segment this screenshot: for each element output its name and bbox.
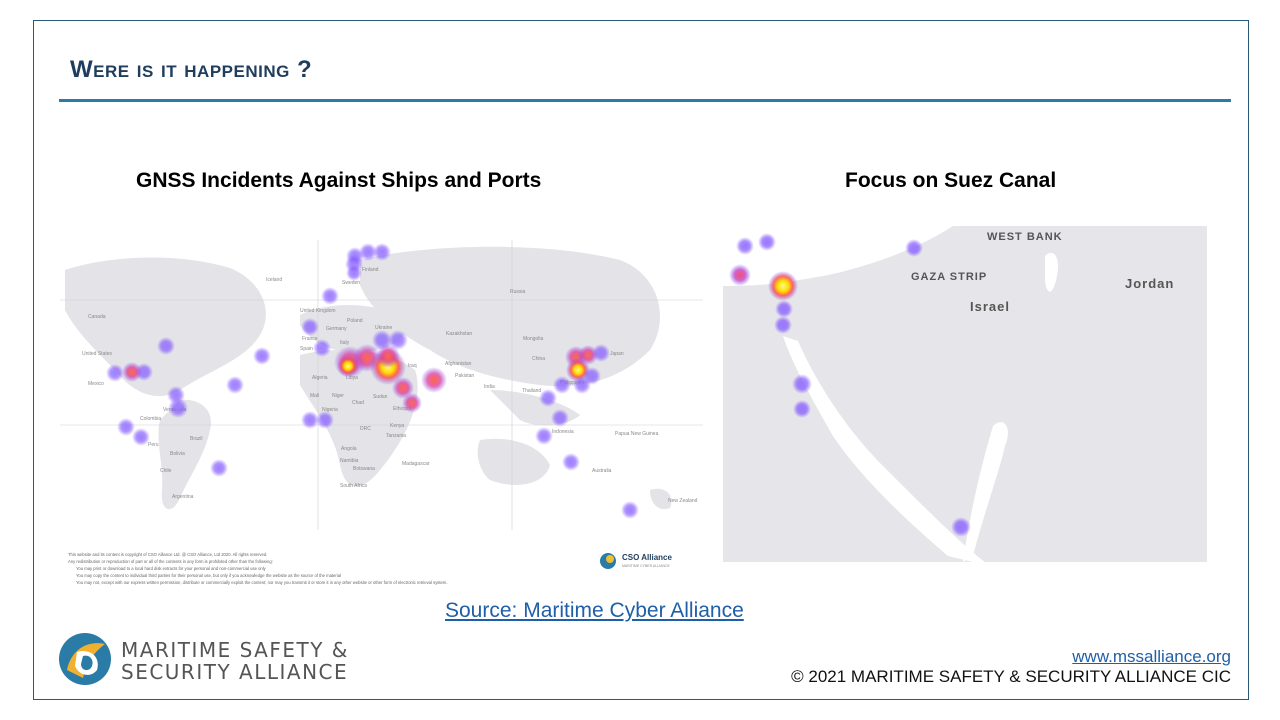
map-label: Australia [592, 468, 612, 474]
slide-title: Were is it happening ? [70, 56, 313, 83]
map-label: Ethiopia [393, 406, 411, 412]
map-label: Madagascar [402, 461, 430, 467]
map-label: Kenya [390, 423, 404, 429]
map-label: Argentina [172, 494, 194, 500]
world-map-heading: GNSS Incidents Against Ships and Ports [136, 169, 542, 192]
map-label: Philippines [560, 380, 585, 386]
map-label: Mongolia [523, 336, 544, 342]
graticule [60, 240, 703, 530]
map-label: France [302, 336, 318, 342]
map-label-gaza-strip: GAZA STRIP [911, 271, 987, 283]
suez-heatmap: WEST BANK GAZA STRIP Israel Jordan [723, 226, 1207, 562]
map-label: Angola [341, 446, 357, 452]
cso-logo-subtitle: MARITIME CYBER ALLIANCE [622, 564, 671, 568]
map-label: Brazil [190, 436, 203, 442]
notice-line: You may not, except with our express wri… [76, 580, 448, 585]
mssa-logo-icon [59, 633, 111, 685]
map-label: Thailand [522, 388, 541, 394]
map-label: Colombia [140, 416, 161, 422]
notice-line: Any redistribution or reproduction of pa… [68, 559, 273, 564]
map-label: Mali [310, 393, 319, 399]
title-rule [59, 99, 1231, 102]
map-label-west-bank: WEST BANK [987, 231, 1063, 243]
map-label: Peru [148, 442, 159, 448]
map-label: Japan [610, 351, 624, 357]
source-link[interactable]: Source: Maritime Cyber Alliance [445, 599, 744, 622]
org-name-line-1: MARITIME SAFETY & [121, 638, 349, 662]
org-name-line-2: SECURITY ALLIANCE [121, 660, 349, 684]
map-label: Chile [160, 468, 172, 474]
map-label: India [484, 384, 495, 390]
map-label: China [532, 356, 545, 362]
map-label: New Zealand [668, 498, 698, 504]
map-label: Russia [510, 289, 526, 295]
map-label: Nigeria [322, 407, 338, 413]
map-label-jordan: Jordan [1125, 276, 1174, 291]
map-label: Botswana [353, 466, 375, 472]
map-label: Canada [88, 314, 106, 320]
map-label: Papua New Guinea [615, 431, 659, 437]
footer-copyright: © 2021 MARITIME SAFETY & SECURITY ALLIAN… [791, 667, 1231, 686]
map-label: Poland [347, 318, 363, 324]
map-label: Sudan [373, 394, 388, 400]
map-label: Libya [346, 375, 358, 381]
suez-labels: WEST BANK GAZA STRIP Israel Jordan [911, 231, 1174, 314]
slide-frame [33, 20, 1249, 700]
map-label: Indonesia [552, 429, 574, 435]
map-label: Sweden [342, 280, 360, 286]
map-label: Italy [340, 340, 350, 346]
map-label: Algeria [312, 375, 328, 381]
website-link[interactable]: www.mssalliance.org [1072, 647, 1231, 666]
map-label: Bolivia [170, 451, 185, 457]
map-label: Mexico [88, 381, 104, 387]
map-label: United Kingdom [300, 308, 336, 314]
map-label: South Africa [340, 483, 367, 489]
map-label: Spain [300, 346, 313, 352]
world-heatmap: Finland Sweden Iceland Russia Poland Ukr… [60, 240, 703, 530]
cso-alliance-logo: CSO Alliance MARITIME CYBER ALLIANCE [600, 553, 672, 569]
sea-areas [723, 226, 1059, 562]
map-label: Finland [362, 267, 379, 273]
map-label: Iceland [266, 277, 282, 283]
map-label-israel: Israel [970, 299, 1010, 314]
map-label: Iraq [408, 363, 417, 369]
map-label: Chad [352, 400, 364, 406]
heat-spots [106, 243, 639, 519]
map-label: Pakistan [455, 373, 474, 379]
map-label: Ukraine [375, 325, 392, 331]
map-label: Kazakhstan [446, 331, 472, 337]
map-label: Namibia [340, 458, 359, 464]
map-label: Afghanistan [445, 361, 472, 367]
notice-line: You may copy the content to individual t… [76, 573, 341, 578]
map-label: DRC [360, 426, 371, 432]
map-label: Niger [332, 393, 344, 399]
map-label: United States [82, 351, 113, 357]
map-label: Germany [326, 326, 347, 332]
copyright-notice: This website and its content is copyrigh… [68, 552, 448, 585]
suez-heat-spots [729, 233, 971, 537]
notice-line: You may print or download to a local har… [76, 566, 267, 571]
cso-logo-title: CSO Alliance [622, 553, 672, 562]
notice-line: This website and its content is copyrigh… [68, 552, 267, 557]
suez-map-heading: Focus on Suez Canal [845, 169, 1057, 192]
map-label: Tanzania [386, 433, 406, 439]
